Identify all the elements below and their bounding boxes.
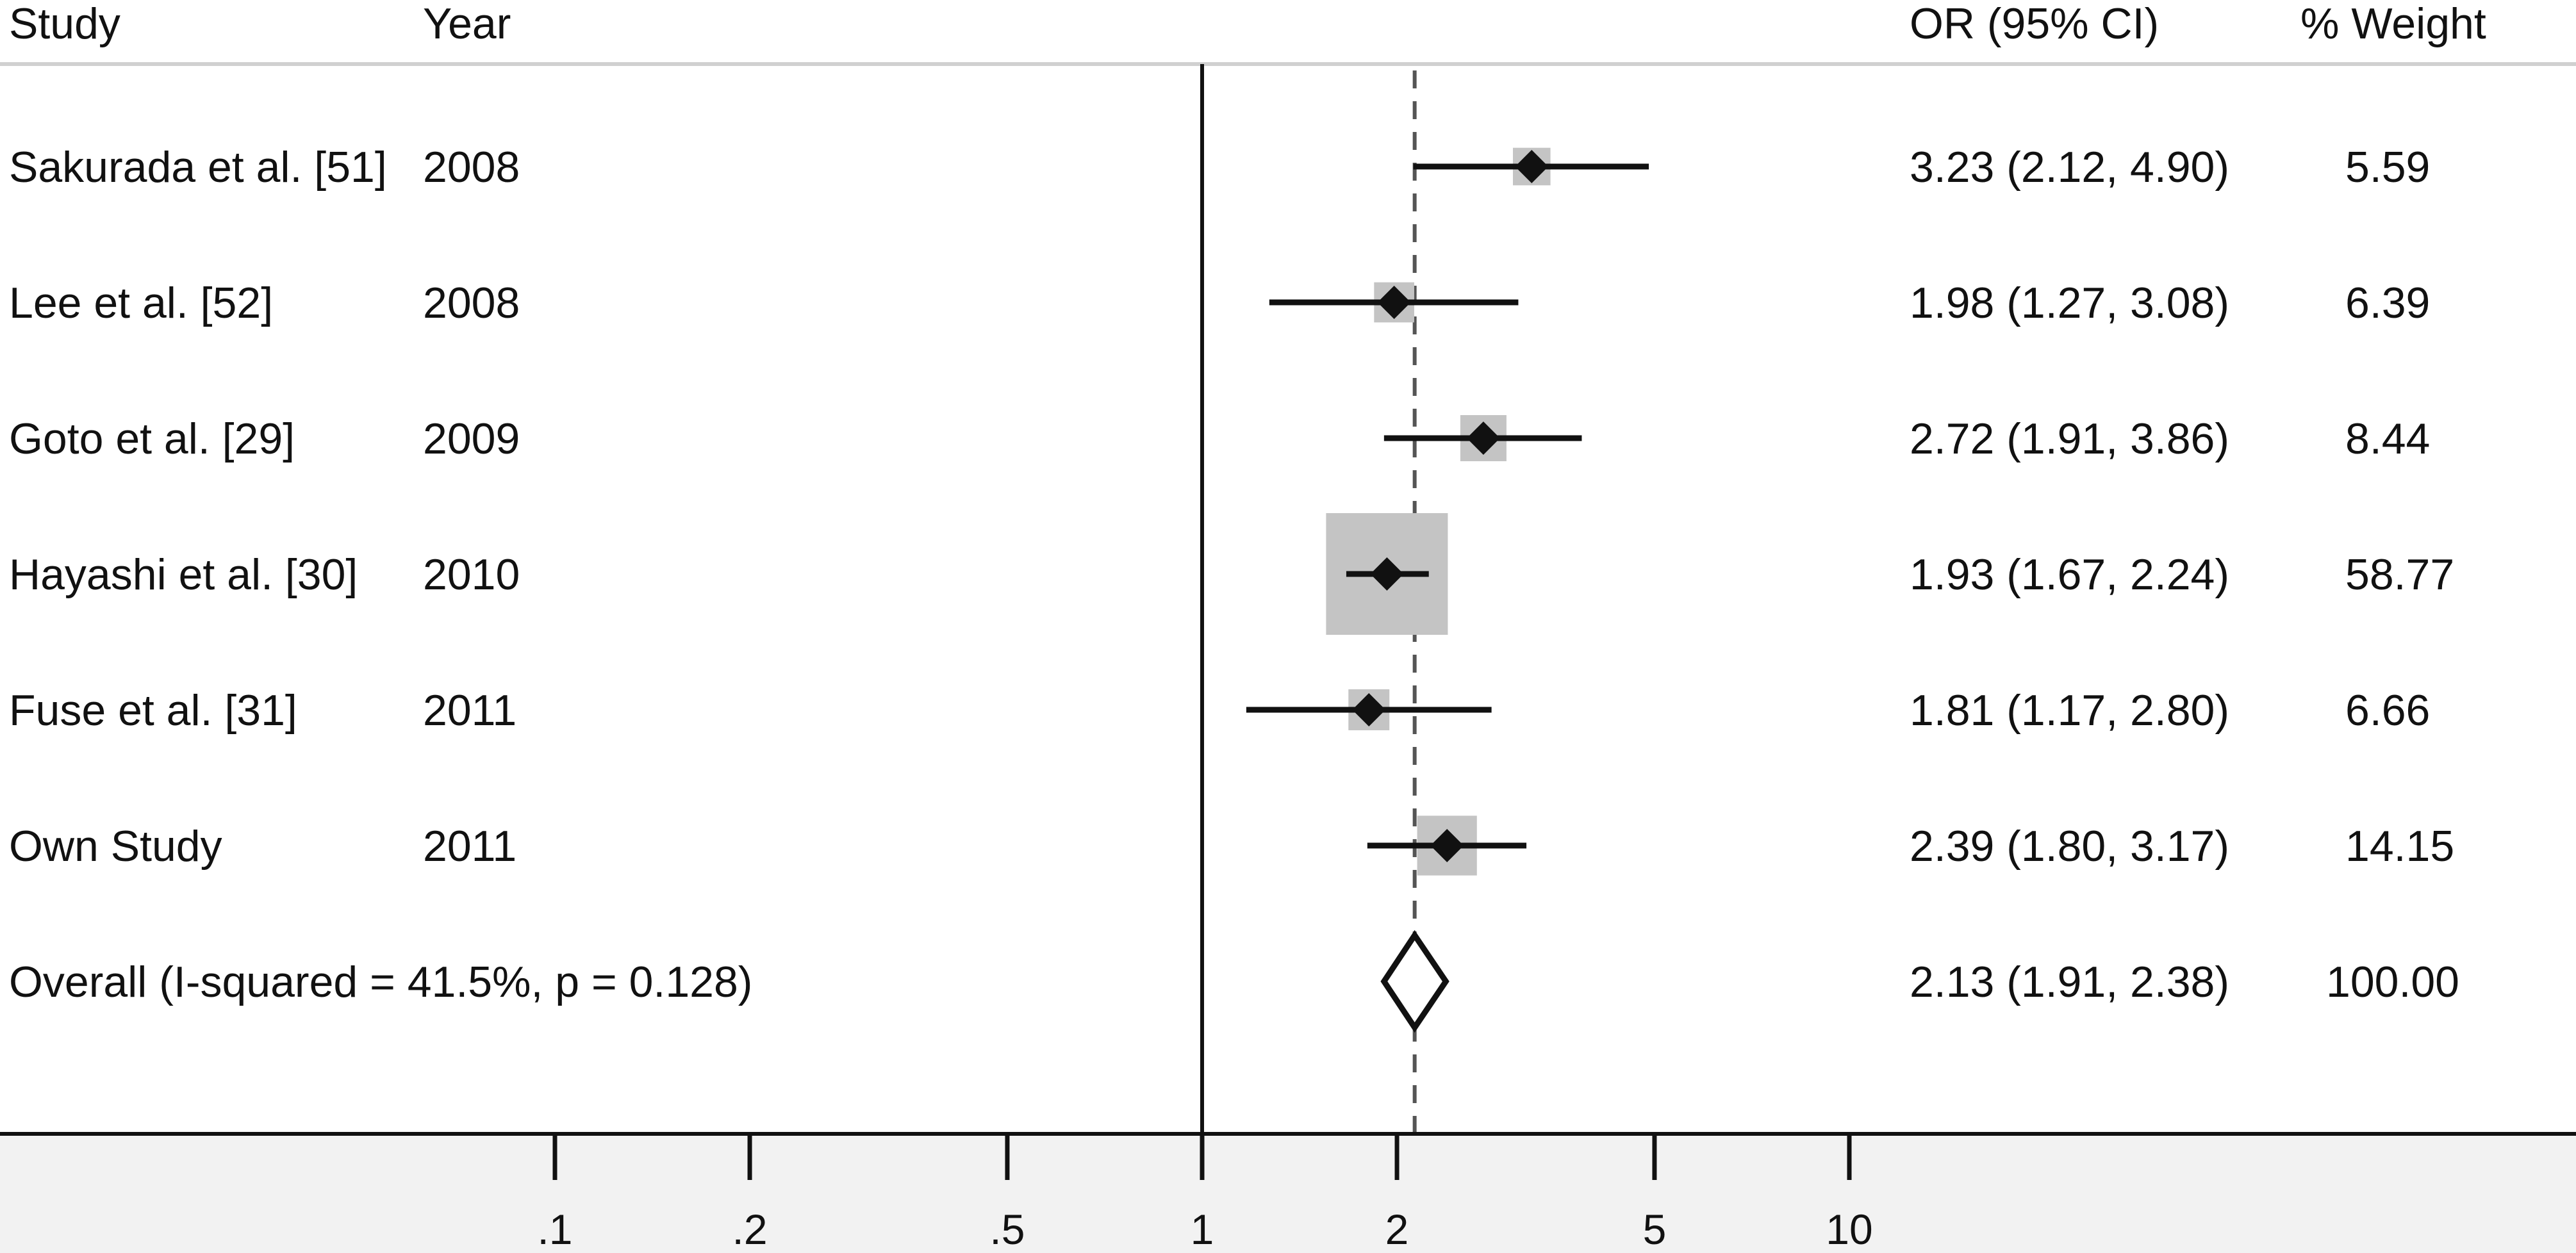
study-year: 2011 <box>423 822 516 871</box>
point-estimate <box>1466 422 1500 455</box>
study-weight: 6.66 <box>2345 686 2430 735</box>
overall-weight: 100.00 <box>2326 958 2459 1006</box>
header-study: Study <box>9 0 120 48</box>
point-estimate <box>1430 829 1464 862</box>
plot-area <box>1200 64 1649 1134</box>
study-weight: 58.77 <box>2345 550 2454 599</box>
study-name: Sakurada et al. [51] <box>9 143 387 192</box>
study-or-ci: 2.39 (1.80, 3.17) <box>1910 822 2229 871</box>
study-or-ci: 2.72 (1.91, 3.86) <box>1910 414 2229 463</box>
study-name: Fuse et al. [31] <box>9 686 297 735</box>
x-tick-label: 5 <box>1643 1206 1667 1253</box>
header-or-ci: OR (95% CI) <box>1910 0 2159 48</box>
overall-label: Overall (I-squared = 41.5%, p = 0.128) <box>9 958 752 1006</box>
study-name: Own Study <box>9 822 222 871</box>
point-estimate <box>1515 150 1549 183</box>
study-rows: Sakurada et al. [51] 2008 3.23 (2.12, 4.90… <box>9 143 2459 1006</box>
overall-or-ci: 2.13 (1.91, 2.38) <box>1910 958 2229 1006</box>
point-estimate <box>1352 693 1386 726</box>
study-name: Hayashi et al. [30] <box>9 550 358 599</box>
study-name: Lee et al. [52] <box>9 279 273 327</box>
study-weight: 5.59 <box>2345 143 2430 192</box>
study-year: 2010 <box>423 550 520 599</box>
x-tick-label: 10 <box>1826 1206 1872 1253</box>
x-axis: .1 .2 .5 1 2 5 10 <box>0 1132 2576 1253</box>
header-year: Year <box>423 0 511 48</box>
study-or-ci: 3.23 (2.12, 4.90) <box>1910 143 2229 192</box>
overall-diamond <box>1380 930 1449 1033</box>
study-name: Goto et al. [29] <box>9 414 295 463</box>
study-or-ci: 1.98 (1.27, 3.08) <box>1910 279 2229 327</box>
study-year: 2011 <box>423 686 516 735</box>
study-weight: 6.39 <box>2345 279 2430 327</box>
point-estimate <box>1370 557 1404 591</box>
study-weight: 14.15 <box>2345 822 2454 871</box>
x-tick-label: .1 <box>537 1206 572 1253</box>
study-or-ci: 1.81 (1.17, 2.80) <box>1910 686 2229 735</box>
x-tick-label: 1 <box>1191 1206 1214 1253</box>
x-tick-label: 2 <box>1385 1206 1409 1253</box>
x-tick-label: .2 <box>732 1206 768 1253</box>
header-weight: % Weight <box>2300 0 2486 48</box>
study-year: 2009 <box>423 414 520 463</box>
study-weight: 8.44 <box>2345 414 2430 463</box>
study-year: 2008 <box>423 279 520 327</box>
axis-panel <box>0 1134 2576 1253</box>
point-estimate <box>1377 286 1411 319</box>
study-or-ci: 1.93 (1.67, 2.24) <box>1910 550 2229 599</box>
study-year: 2008 <box>423 143 520 192</box>
x-tick-label: .5 <box>989 1206 1025 1253</box>
